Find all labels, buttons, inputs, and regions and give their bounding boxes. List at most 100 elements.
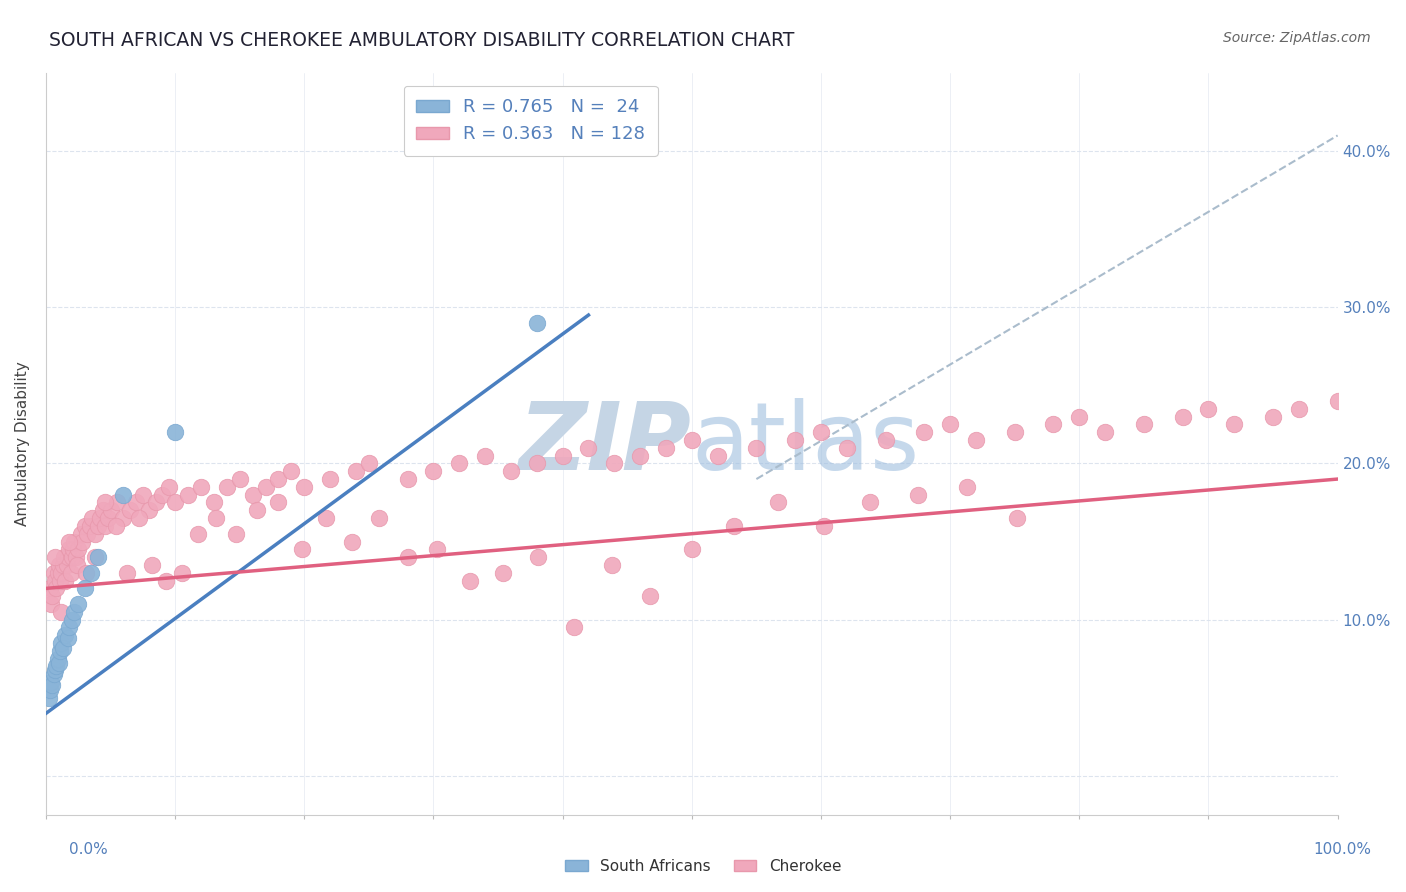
Point [810, 425, 832, 440]
Point [280, 464, 302, 478]
Point [44, 550, 66, 565]
Point [426, 542, 449, 557]
Point [45, 582, 67, 596]
Point [100, 503, 122, 517]
Text: 0.0%: 0.0% [69, 842, 108, 856]
Point [165, 425, 187, 440]
Point [48, 657, 70, 671]
Point [63, 534, 86, 549]
Point [105, 495, 128, 509]
Point [907, 488, 929, 502]
Point [245, 503, 267, 517]
Point [1004, 425, 1026, 440]
Point [112, 511, 135, 525]
Point [600, 558, 623, 572]
Point [681, 433, 703, 447]
Point [80, 566, 103, 580]
Point [859, 495, 882, 509]
Point [39, 675, 62, 690]
Point [45, 659, 67, 673]
Point [1133, 417, 1156, 432]
Point [141, 558, 163, 572]
Point [46, 566, 69, 580]
Text: ZIP: ZIP [519, 398, 692, 490]
Point [225, 526, 247, 541]
Point [319, 472, 342, 486]
Point [965, 433, 987, 447]
Point [267, 495, 290, 509]
Point [38, 682, 60, 697]
Point [315, 511, 337, 525]
Point [157, 480, 180, 494]
Point [170, 566, 193, 580]
Point [44, 663, 66, 677]
Point [912, 425, 935, 440]
Point [46, 651, 69, 665]
Point [58, 620, 80, 634]
Point [38, 582, 60, 596]
Point [70, 534, 93, 549]
Point [117, 566, 139, 580]
Point [51, 605, 73, 619]
Point [41, 589, 63, 603]
Point [128, 511, 150, 525]
Point [44, 574, 66, 588]
Point [94, 519, 117, 533]
Point [150, 488, 173, 502]
Point [145, 495, 167, 509]
Point [603, 457, 626, 471]
Point [723, 519, 745, 533]
Text: Source: ZipAtlas.com: Source: ZipAtlas.com [1223, 31, 1371, 45]
Point [62, 542, 84, 557]
Point [52, 640, 75, 655]
Point [474, 449, 496, 463]
Point [63, 605, 86, 619]
Point [1094, 425, 1116, 440]
Point [84, 526, 107, 541]
Point [155, 574, 177, 588]
Point [551, 449, 574, 463]
Point [228, 472, 250, 486]
Point [86, 550, 108, 565]
Point [79, 519, 101, 533]
Point [267, 472, 290, 486]
Point [357, 457, 380, 471]
Point [215, 480, 238, 494]
Point [51, 636, 73, 650]
Point [205, 511, 228, 525]
Point [768, 495, 790, 509]
Point [526, 457, 548, 471]
Point [65, 550, 87, 565]
Point [38, 690, 60, 705]
Point [190, 480, 212, 494]
Text: atlas: atlas [692, 398, 920, 490]
Point [368, 511, 391, 525]
Point [1042, 417, 1064, 432]
Point [82, 511, 104, 525]
Point [449, 457, 471, 471]
Point [706, 449, 728, 463]
Point [76, 526, 98, 541]
Point [58, 542, 80, 557]
Point [396, 550, 419, 565]
Point [640, 589, 662, 603]
Legend: South Africans, Cherokee: South Africans, Cherokee [558, 853, 848, 880]
Point [1223, 417, 1246, 432]
Point [875, 433, 897, 447]
Point [112, 488, 135, 502]
Text: SOUTH AFRICAN VS CHEROKEE AMBULATORY DISABILITY CORRELATION CHART: SOUTH AFRICAN VS CHEROKEE AMBULATORY DIS… [49, 31, 794, 50]
Point [1171, 409, 1194, 424]
Point [48, 558, 70, 572]
Point [53, 550, 76, 565]
Point [242, 488, 264, 502]
Point [53, 574, 76, 588]
Point [939, 417, 962, 432]
Point [202, 495, 225, 509]
Point [785, 433, 807, 447]
Point [1007, 511, 1029, 525]
Point [66, 558, 89, 572]
Point [73, 519, 96, 533]
Point [84, 550, 107, 565]
Point [138, 503, 160, 517]
Point [1198, 401, 1220, 416]
